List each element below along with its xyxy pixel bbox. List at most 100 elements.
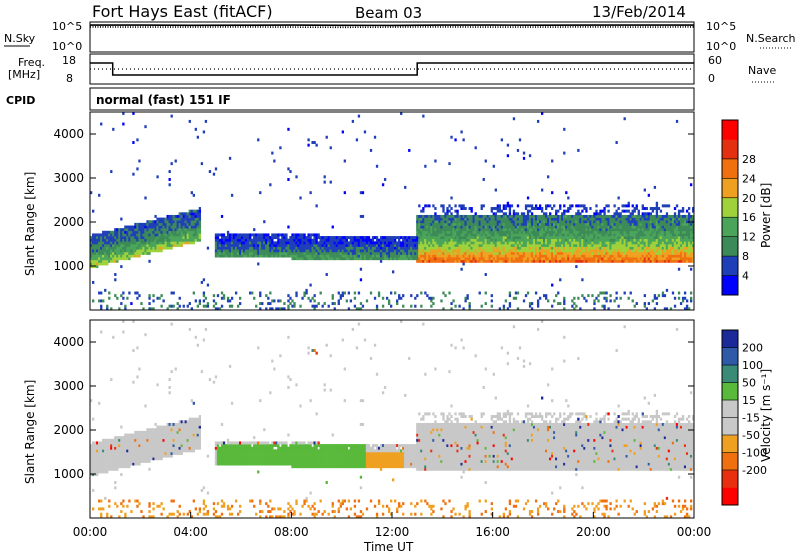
power-cell bbox=[571, 236, 574, 240]
power-cell bbox=[677, 254, 681, 258]
power-cell bbox=[494, 212, 497, 216]
power-cell bbox=[490, 220, 493, 224]
power-cell bbox=[629, 238, 632, 242]
power-cell bbox=[192, 217, 195, 221]
power-cell bbox=[643, 188, 646, 192]
power-cell bbox=[655, 214, 659, 218]
ytick-label: 2000 bbox=[53, 215, 84, 229]
power-cell bbox=[379, 259, 383, 263]
power-cell bbox=[679, 241, 683, 245]
power-cell bbox=[100, 254, 103, 258]
power-cell bbox=[428, 204, 431, 208]
power-cell bbox=[492, 238, 495, 242]
power-cell bbox=[599, 217, 602, 221]
power-cell bbox=[484, 257, 487, 261]
power-cell bbox=[428, 244, 431, 247]
power-cell bbox=[446, 259, 449, 263]
power-cell bbox=[168, 233, 171, 237]
power-cell bbox=[635, 251, 638, 255]
power-cell bbox=[311, 241, 314, 245]
power-cell bbox=[613, 241, 616, 245]
power-cell bbox=[394, 236, 397, 240]
power-cell bbox=[629, 254, 632, 258]
power-cell bbox=[581, 233, 584, 237]
power-cell bbox=[563, 127, 566, 131]
power-cell bbox=[222, 244, 226, 247]
power-cell bbox=[182, 228, 185, 232]
power-cell bbox=[508, 217, 512, 221]
power-cell bbox=[561, 225, 564, 229]
power-cell bbox=[470, 217, 473, 221]
power-cell bbox=[434, 241, 437, 245]
power-cell bbox=[545, 222, 548, 226]
power-cell bbox=[545, 217, 548, 221]
power-cell bbox=[303, 236, 306, 240]
power-cell bbox=[526, 233, 530, 237]
power-cell bbox=[510, 230, 514, 234]
power-cell bbox=[685, 244, 689, 247]
power-cell bbox=[486, 259, 489, 263]
power-cell bbox=[404, 244, 407, 247]
power-cell bbox=[132, 254, 135, 258]
power-cell bbox=[655, 217, 659, 221]
power-cell bbox=[424, 241, 427, 245]
power-cell bbox=[530, 302, 534, 306]
power-cell bbox=[522, 228, 526, 232]
power-cell bbox=[617, 225, 620, 229]
power-cell bbox=[178, 244, 181, 247]
power-cell bbox=[408, 241, 411, 245]
power-cell bbox=[313, 236, 316, 240]
power-cell bbox=[128, 241, 131, 245]
power-cell bbox=[547, 220, 550, 224]
power-cell bbox=[651, 214, 655, 218]
velocity-cell bbox=[94, 441, 97, 445]
power-cell bbox=[510, 251, 514, 255]
power-cell bbox=[478, 233, 481, 237]
power-cell bbox=[665, 214, 669, 218]
power-cell bbox=[124, 246, 127, 250]
power-cell bbox=[104, 241, 107, 245]
power-cell bbox=[271, 241, 274, 245]
power-cell bbox=[271, 244, 274, 247]
power-cell bbox=[575, 251, 578, 255]
power-cell bbox=[667, 228, 671, 232]
power-cell bbox=[311, 304, 314, 308]
power-cell bbox=[438, 246, 441, 250]
power-cell bbox=[394, 251, 397, 255]
power-cell bbox=[400, 249, 403, 253]
power-cell bbox=[355, 238, 359, 242]
power-cell bbox=[629, 291, 632, 295]
power-cell bbox=[663, 241, 667, 245]
power-cell bbox=[518, 214, 522, 218]
power-cell bbox=[635, 207, 638, 210]
power-cell bbox=[325, 251, 328, 255]
power-cell bbox=[442, 236, 445, 240]
power-cell bbox=[536, 207, 540, 210]
power-cell bbox=[480, 228, 483, 232]
power-cell bbox=[603, 291, 606, 295]
power-cell bbox=[259, 307, 262, 311]
power-cell bbox=[611, 241, 614, 245]
power-cell bbox=[577, 214, 580, 218]
power-cell bbox=[442, 259, 445, 263]
power-cell bbox=[585, 259, 588, 263]
power-cell bbox=[627, 236, 630, 240]
power-cell bbox=[508, 259, 512, 263]
power-cell bbox=[416, 228, 419, 232]
power-cell bbox=[565, 214, 568, 218]
power-cell bbox=[486, 257, 489, 261]
power-cell bbox=[90, 254, 93, 258]
power-cell bbox=[577, 244, 580, 247]
power-cell bbox=[363, 246, 367, 250]
power-cell bbox=[377, 249, 381, 253]
power-cell bbox=[160, 304, 163, 308]
power-cell bbox=[635, 244, 638, 247]
power-cell bbox=[194, 228, 197, 232]
power-cell bbox=[470, 246, 473, 250]
power-cell bbox=[400, 244, 403, 247]
power-cell bbox=[315, 204, 318, 208]
power-cell bbox=[547, 244, 550, 247]
power-cell bbox=[249, 238, 252, 242]
power-cell bbox=[585, 214, 588, 218]
